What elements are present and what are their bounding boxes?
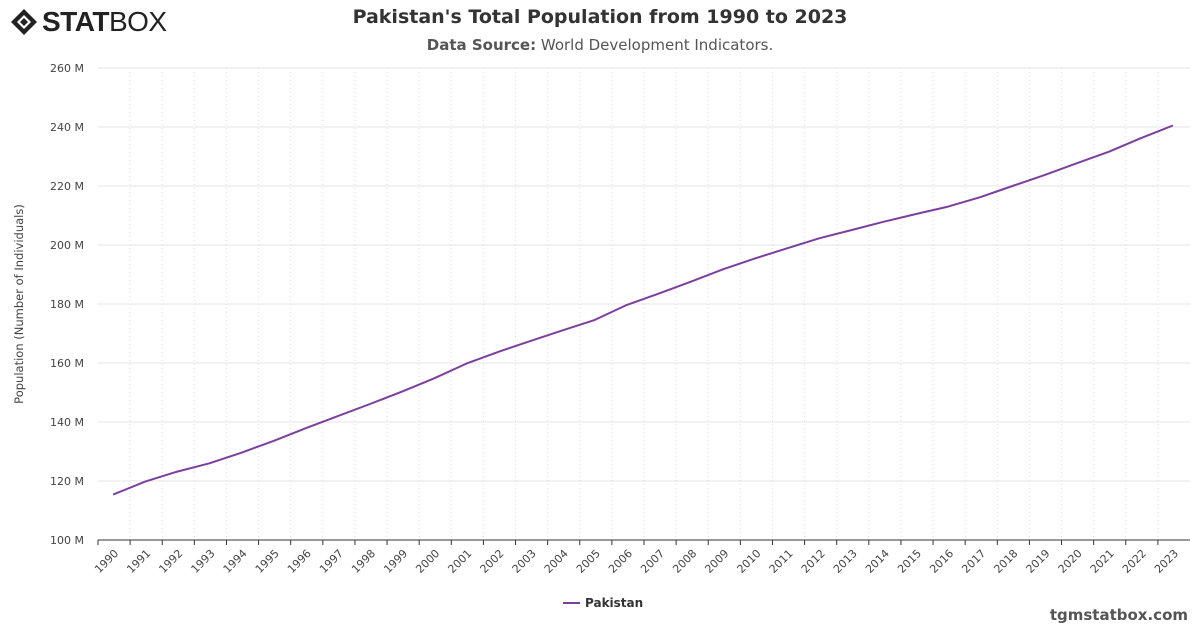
y-tick-label: 140 M: [50, 416, 84, 429]
x-tick-label: 2014: [863, 547, 892, 576]
x-tick-label: 2013: [831, 547, 860, 576]
x-tick-label: 2016: [927, 547, 956, 576]
x-tick-label: 1996: [285, 547, 314, 576]
logo-text: STATBOX: [42, 6, 167, 37]
x-tick-label: 1992: [156, 547, 185, 576]
x-tick-label: 2009: [702, 547, 731, 576]
y-axis-title: Population (Number of Individuals): [12, 204, 26, 404]
y-tick-label: 160 M: [50, 357, 84, 370]
x-tick-label: 2015: [895, 547, 924, 576]
x-tick-label: 2000: [413, 547, 442, 576]
x-tick-label: 1999: [381, 547, 410, 576]
x-tick-label: 2010: [735, 547, 764, 576]
x-tick-label: 1998: [349, 547, 378, 576]
y-tick-label: 260 M: [50, 62, 84, 75]
x-tick-label: 2020: [1056, 547, 1085, 576]
footer-site: tgmstatbox.com: [1049, 606, 1188, 624]
x-tick-label: 2023: [1152, 547, 1181, 576]
x-tick-label: 2001: [445, 547, 474, 576]
x-tick-label: 2003: [510, 547, 539, 576]
chart-title: Pakistan's Total Population from 1990 to…: [352, 6, 848, 28]
x-tick-label: 2011: [767, 547, 796, 576]
diamond-logo-icon: [11, 9, 37, 35]
series-line-pakistan: [112, 124, 1174, 496]
y-tick-label: 100 M: [50, 534, 84, 547]
x-tick-label: 1993: [189, 547, 218, 576]
x-tick-label: 1994: [221, 547, 250, 576]
x-tick-label: 2012: [799, 547, 828, 576]
y-tick-label: 200 M: [50, 239, 84, 252]
x-tick-label: 2019: [1024, 547, 1053, 576]
x-tick-label: 1995: [253, 547, 282, 576]
y-tick-label: 220 M: [50, 180, 84, 193]
y-tick-label: 180 M: [50, 298, 84, 311]
x-tick-label: 2005: [574, 547, 603, 576]
x-tick-label: 2006: [606, 547, 635, 576]
x-tick-label: 2007: [638, 547, 667, 576]
x-tick-label: 2004: [542, 547, 571, 576]
x-tick-label: 1990: [92, 547, 121, 576]
y-tick-label: 120 M: [50, 475, 84, 488]
x-tick-label: 1991: [124, 547, 153, 576]
statbox-logo: STATBOX: [10, 6, 167, 38]
y-tick-label: 240 M: [50, 121, 84, 134]
x-tick-label: 2018: [991, 547, 1020, 576]
x-tick-label: 2002: [478, 547, 507, 576]
legend-label: Pakistan: [585, 596, 643, 610]
chart-subtitle: Data Source: World Development Indicator…: [426, 36, 774, 54]
x-tick-label: 1997: [317, 547, 346, 576]
x-tick-label: 2022: [1120, 547, 1149, 576]
x-tick-label: 2021: [1088, 547, 1117, 576]
x-tick-label: 2017: [959, 547, 988, 576]
x-tick-label: 2008: [670, 547, 699, 576]
